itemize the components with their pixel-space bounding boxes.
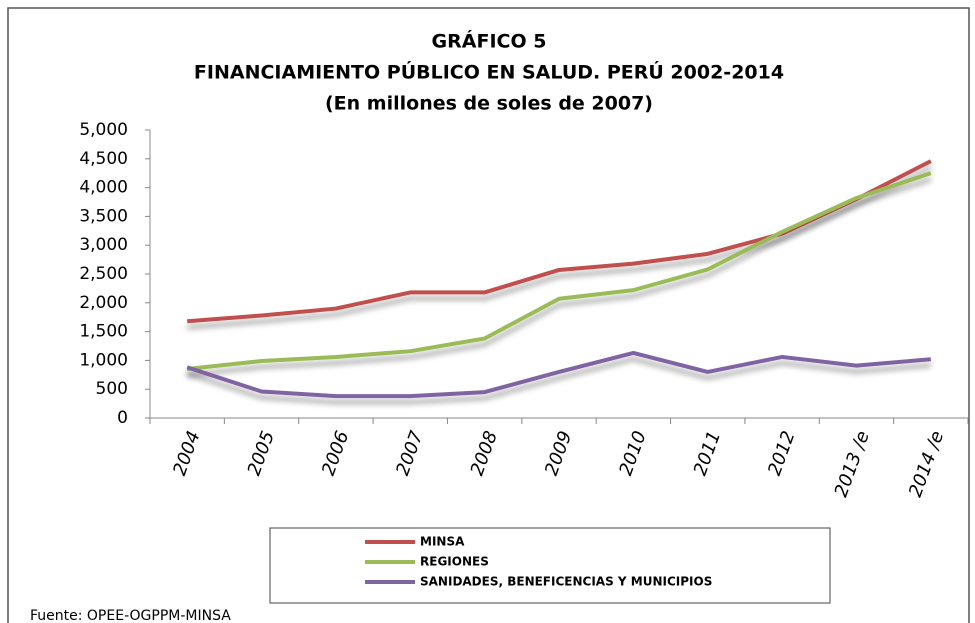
y-tick-label: 3,500: [79, 206, 128, 226]
chart-frame: [7, 7, 970, 623]
y-tick-label: 500: [96, 379, 128, 399]
legend-label: REGIONES: [420, 555, 489, 569]
y-tick-label: 4,000: [79, 178, 128, 198]
y-tick-label: 1,000: [79, 350, 128, 370]
chart-subtitle: (En millones de soles de 2007): [325, 93, 653, 115]
source: Fuente: OPEE-OGPPM-MINSA: [30, 608, 231, 623]
series-line: [186, 171, 932, 372]
legend-label: MINSA: [420, 535, 465, 549]
y-tick-label: 2,000: [79, 293, 128, 313]
legend-label: SANIDADES, BENEFICENCIAS Y MUNICIPIOS: [420, 575, 712, 589]
chart-title: GRÁFICO 5: [432, 30, 547, 53]
y-tick-label: 0: [117, 408, 128, 428]
y-tick-label: 5,000: [79, 120, 128, 140]
series-line: [186, 350, 931, 399]
y-tick-label: 4,500: [79, 149, 128, 169]
chart-subtitle: FINANCIAMIENTO PÚBLICO EN SALUD. PERÚ 20…: [194, 60, 784, 84]
y-tick-label: 3,000: [79, 235, 128, 255]
y-tick-label: 1,500: [79, 322, 128, 342]
legend-box: [269, 527, 831, 604]
y-tick-label: 2,500: [79, 264, 128, 284]
